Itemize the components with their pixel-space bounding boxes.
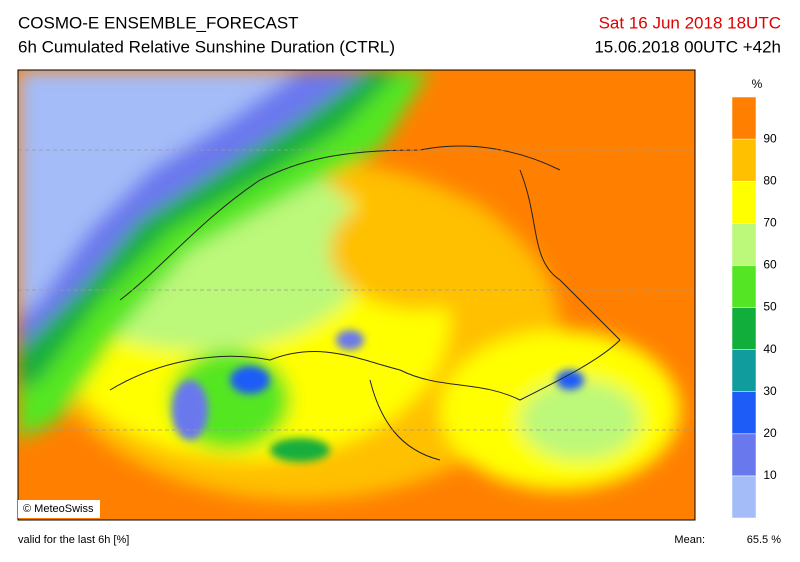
colorbar-segment <box>731 138 757 182</box>
colorbar-segment <box>731 223 757 266</box>
colorbar-label: 20 <box>763 426 777 440</box>
colorbar-segment <box>731 96 757 140</box>
run-time: 15.06.2018 00UTC +42h <box>594 37 781 56</box>
legend-unit: % <box>752 77 763 91</box>
title: COSMO-E ENSEMBLE_FORECAST <box>18 13 299 32</box>
colorbar-label: 60 <box>763 258 777 272</box>
colorbar-segment <box>731 180 757 224</box>
colorbar-label: 30 <box>763 384 777 398</box>
credit: © MeteoSwiss <box>23 503 94 515</box>
subtitle: 6h Cumulated Relative Sunshine Duration … <box>18 37 395 56</box>
colorbar-segment <box>731 433 757 477</box>
colorbar-segment <box>731 349 757 392</box>
valid-time: Sat 16 Jun 2018 18UTC <box>599 13 781 32</box>
colorbar-segment <box>731 475 757 519</box>
mean-value: 65.5 % <box>747 534 781 546</box>
credit-box <box>18 500 100 518</box>
colorbar-label: 80 <box>763 173 777 187</box>
map-frame <box>17 69 696 521</box>
colorbar-label: 50 <box>763 300 777 314</box>
colorbar-label: 90 <box>763 131 777 145</box>
colorbar: 10 20 30 40 50 60 70 80 90 <box>731 96 777 519</box>
map <box>18 70 695 520</box>
colorbar-segment <box>731 307 757 350</box>
colorbar-label: 40 <box>763 342 777 356</box>
colorbar-segment <box>731 391 757 435</box>
mean-label: Mean: <box>674 534 705 546</box>
footer-note: valid for the last 6h [%] <box>18 534 129 546</box>
colorbar-label: 70 <box>763 215 777 229</box>
colorbar-segment <box>731 265 757 308</box>
colorbar-label: 10 <box>763 468 777 482</box>
